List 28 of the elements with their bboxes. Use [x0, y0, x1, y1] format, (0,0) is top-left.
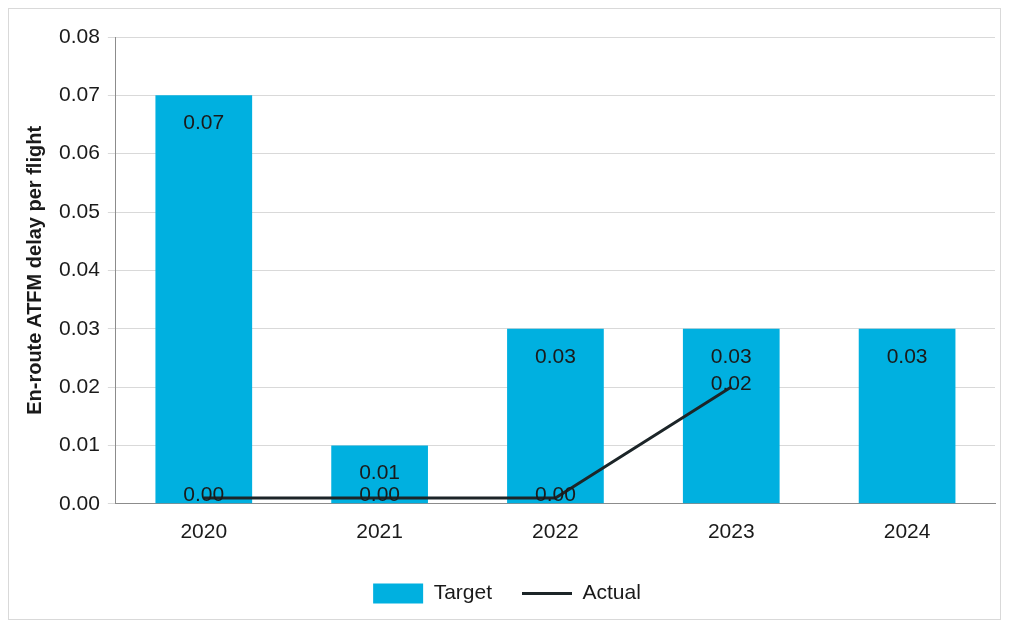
data-label: 0.03 — [535, 343, 576, 367]
data-label: 0.01 — [359, 460, 401, 484]
y-tick-label: 0.06 — [59, 140, 100, 164]
y-tick-label: 0.01 — [59, 432, 100, 456]
y-tick-label: 0.04 — [59, 257, 101, 281]
y-axis-title: En-route ATFM delay per flight — [22, 125, 45, 415]
y-tick-label: 0.07 — [59, 82, 100, 106]
data-label: 0.00 — [183, 481, 225, 505]
x-tick-label: 2023 — [707, 519, 755, 543]
bar — [858, 328, 956, 504]
data-label: 0.03 — [710, 343, 752, 367]
data-label: 0.02 — [710, 370, 752, 394]
data-label: 0.03 — [886, 343, 928, 367]
legend-label: Actual — [582, 580, 641, 604]
y-tick-label: 0.05 — [59, 198, 100, 222]
bar — [507, 328, 604, 504]
y-tick-label: 0.08 — [59, 23, 100, 47]
x-tick-label: 2024 — [883, 519, 931, 543]
y-tick-label: 0.02 — [59, 373, 100, 397]
y-tick-label: 0.00 — [59, 490, 100, 514]
x-tick-label: 2020 — [180, 519, 228, 543]
data-label: 0.07 — [183, 110, 225, 134]
bar — [682, 328, 780, 504]
legend-label: Target — [433, 580, 493, 604]
bar — [155, 95, 253, 504]
x-tick-label: 2022 — [532, 519, 579, 543]
x-tick-label: 2021 — [356, 519, 403, 543]
y-tick-label: 0.03 — [59, 315, 100, 339]
